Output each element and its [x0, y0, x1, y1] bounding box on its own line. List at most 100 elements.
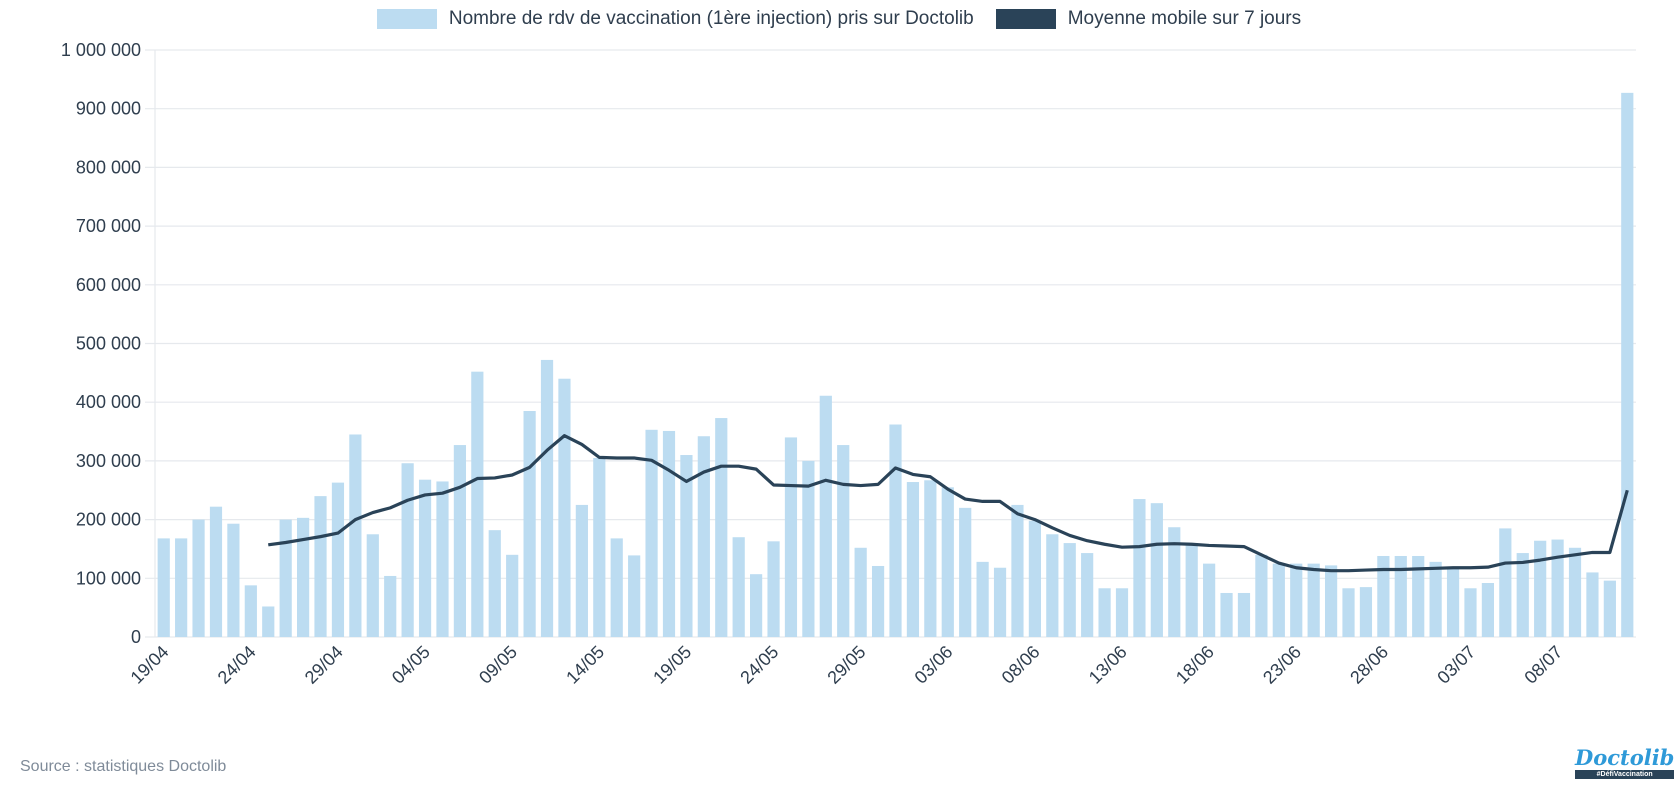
bar	[1098, 588, 1111, 637]
bar	[558, 378, 571, 637]
bar	[1464, 588, 1477, 637]
bar	[209, 506, 223, 637]
bar	[227, 523, 240, 637]
bar	[523, 411, 536, 637]
doctolib-logo: Doctolib #DéfiVaccination	[1575, 745, 1675, 779]
x-tick-label: 29/05	[823, 642, 869, 688]
bar	[924, 480, 937, 637]
bar	[1394, 555, 1407, 637]
bar	[418, 479, 432, 637]
x-tick-label: 18/06	[1172, 642, 1218, 688]
bar	[1359, 587, 1373, 637]
bar	[1551, 539, 1564, 637]
legend-item-line[interactable]: Moyenne mobile sur 7 jours	[995, 8, 1302, 30]
bar	[1516, 553, 1529, 637]
bar	[1185, 543, 1198, 637]
x-tick-label: 13/06	[1085, 642, 1131, 688]
bar	[610, 538, 623, 637]
x-tick-label: 28/06	[1346, 642, 1392, 688]
bar	[471, 371, 484, 637]
bar	[593, 457, 606, 637]
bar	[1203, 563, 1216, 637]
bar	[750, 574, 763, 637]
bar	[488, 530, 501, 637]
legend-swatch-line	[995, 9, 1056, 29]
bar	[662, 430, 676, 637]
bar	[1377, 555, 1390, 637]
bar	[1446, 567, 1460, 637]
bar	[1534, 540, 1547, 637]
bar	[645, 429, 658, 637]
x-tick-label: 14/05	[562, 642, 608, 688]
x-tick-label: 03/07	[1433, 642, 1479, 688]
bar	[767, 541, 780, 637]
bar	[244, 585, 257, 637]
bar	[279, 519, 292, 637]
bar	[331, 482, 345, 637]
bar	[697, 436, 710, 637]
bar	[384, 575, 397, 637]
bar	[784, 437, 798, 637]
x-tick-label: 23/06	[1259, 642, 1305, 688]
x-tick-label: 19/04	[127, 642, 173, 688]
y-tick-label: 300 000	[76, 451, 141, 471]
bar	[993, 567, 1007, 637]
bar	[157, 538, 170, 637]
bar	[854, 547, 867, 637]
bar	[540, 359, 554, 637]
bar	[192, 519, 205, 637]
x-tick-label: 09/05	[475, 642, 521, 688]
x-tick-label: 08/07	[1520, 642, 1566, 688]
bar	[1603, 580, 1616, 637]
x-tick-label: 19/05	[649, 642, 695, 688]
bar	[453, 445, 467, 637]
bar	[1168, 527, 1181, 637]
y-tick-label: 700 000	[76, 216, 141, 236]
bar	[1081, 553, 1094, 637]
bar	[1150, 503, 1163, 637]
bar	[1011, 504, 1024, 637]
bar	[1133, 499, 1146, 637]
bar	[1481, 582, 1494, 637]
y-tick-label: 1 000 000	[61, 40, 141, 60]
bar	[871, 565, 885, 637]
bar	[314, 496, 327, 637]
bar	[959, 507, 972, 637]
bar	[366, 534, 379, 637]
legend: Nombre de rdv de vaccination (1ère injec…	[0, 8, 1678, 30]
bar	[436, 481, 449, 637]
bar	[680, 455, 693, 637]
bar	[1307, 563, 1320, 637]
logo-hashtag: #DéfiVaccination	[1575, 770, 1675, 779]
bar	[1290, 563, 1303, 637]
bar	[575, 504, 588, 637]
legend-item-bars[interactable]: Nombre de rdv de vaccination (1ère injec…	[376, 8, 974, 30]
y-tick-label: 600 000	[76, 275, 141, 295]
bar	[1255, 554, 1268, 637]
bar	[1499, 528, 1512, 637]
bar	[715, 418, 728, 637]
y-tick-label: 800 000	[76, 157, 141, 177]
legend-label-line: Moyenne mobile sur 7 jours	[1067, 8, 1302, 29]
bar	[1237, 592, 1251, 637]
bar	[506, 554, 519, 637]
bar	[1342, 588, 1355, 637]
bar	[1412, 555, 1425, 637]
x-tick-label: 03/06	[911, 642, 957, 688]
x-tick-label: 04/05	[388, 642, 434, 688]
y-tick-label: 500 000	[76, 334, 141, 354]
bar	[1429, 561, 1442, 637]
bar	[297, 517, 310, 637]
bar	[1115, 588, 1129, 637]
y-tick-label: 900 000	[76, 99, 141, 119]
bar	[1621, 92, 1634, 637]
source-note: Source : statistiques Doctolib	[20, 758, 227, 775]
bar	[732, 537, 745, 637]
bar	[349, 434, 362, 637]
y-tick-label: 100 000	[76, 568, 141, 588]
bar	[802, 460, 815, 637]
bar	[889, 424, 902, 637]
bar	[1220, 592, 1233, 637]
bar	[819, 395, 832, 637]
